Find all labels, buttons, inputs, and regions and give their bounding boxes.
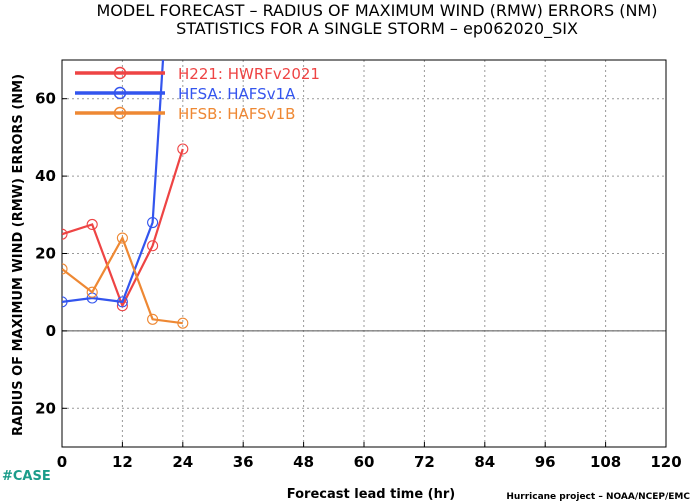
y-tick-label: 40 — [35, 167, 56, 185]
y-tick-label: 0 — [46, 322, 56, 340]
legend-label-hfsa: HFSA: HAFSv1A — [178, 85, 296, 103]
y-tick-label: 60 — [35, 90, 56, 108]
x-tick-label: 120 — [650, 453, 681, 471]
data-point-h221 — [147, 240, 159, 252]
data-point-hfsa — [116, 296, 128, 308]
series-line-hfsb — [62, 235, 183, 325]
data-point-hfsb — [147, 313, 159, 325]
series-lines — [62, 60, 189, 329]
legend: H221: HWRFv2021 HFSA: HAFSv1A HFSB: HAFSv1… — [75, 65, 320, 123]
case-tag: #CASE — [2, 469, 51, 484]
legend-marker-hfsa — [113, 86, 127, 100]
x-tick-label: 60 — [354, 453, 375, 471]
y-axis-label: RADIUS OF MAXIMUM WIND (RMW) ERRORS (NM) — [11, 74, 26, 436]
x-tick-label: 0 — [57, 453, 67, 471]
credit-text: Hurricane project – NOAA/NCEP/EMC — [506, 492, 690, 502]
data-point-hfsb — [116, 232, 128, 244]
x-tick-label: 48 — [293, 453, 314, 471]
x-tick-label: 12 — [112, 453, 133, 471]
x-tick-label: 36 — [233, 453, 254, 471]
legend-label-h221: H221: HWRFv2021 — [178, 65, 320, 83]
x-tick-label: 96 — [535, 453, 556, 471]
y-tick-label: 20 — [35, 399, 56, 417]
grid — [61, 60, 667, 447]
x-axis-label: Forecast lead time (hr) — [287, 487, 455, 502]
data-point-hfsb — [62, 263, 68, 275]
x-tick-label: 72 — [414, 453, 435, 471]
x-tick-label: 84 — [474, 453, 495, 471]
legend-label-hfsb: HFSB: HAFSv1B — [178, 105, 295, 123]
series-line-hfsa — [62, 60, 165, 304]
data-point-hfsa — [147, 216, 159, 229]
x-tick-label: 24 — [172, 453, 193, 471]
data-point-hfsb — [86, 286, 98, 298]
data-point-h221 — [86, 218, 98, 231]
chart-title: MODEL FORECAST – RADIUS OF MAXIMUM WIND … — [97, 1, 658, 20]
axis-ticks: 0 12 24 36 48 60 72 84 96 108 120 20 0 20 40 60 — [35, 90, 682, 471]
chart-subtitle: STATISTICS FOR A SINGLE STORM – ep062020… — [176, 19, 578, 39]
legend-marker-hfsb — [113, 106, 127, 120]
data-point-h221 — [62, 228, 68, 240]
legend-marker-h221 — [113, 66, 127, 80]
data-point-hfsa — [62, 296, 68, 308]
series-line-h221 — [62, 148, 184, 309]
x-tick-label: 108 — [590, 453, 621, 471]
data-point-h221 — [177, 143, 189, 155]
data-point-hfsb — [177, 317, 189, 329]
y-tick-label: 20 — [35, 245, 56, 263]
